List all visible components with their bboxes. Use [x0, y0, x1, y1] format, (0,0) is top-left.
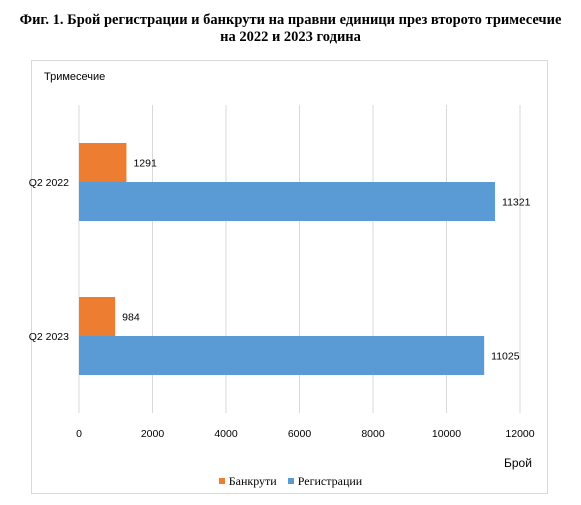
category-label-0: Q2 2022: [29, 177, 69, 189]
x-tick-label-6000: 6000: [288, 428, 312, 440]
legend-label-registrations: Регистрации: [297, 473, 363, 488]
chart-frame: [31, 60, 548, 494]
chart-title-line-1: Фиг. 1. Брой регистрации и банкрути на п…: [19, 12, 562, 28]
bar-registrations-1: [79, 336, 485, 375]
data-label-registrations-1: 11025: [491, 351, 520, 363]
legend-swatch-bankruptcies: [218, 478, 225, 484]
legend-item-bankruptcies: Банкрути: [218, 473, 277, 489]
x-axis-title: Брой: [504, 456, 532, 470]
x-tick-label-2000: 2000: [141, 428, 165, 440]
x-tick-labels: 0 2000 4000 6000 8000 10000 12000: [76, 428, 535, 440]
data-label-registrations-0: 11321: [502, 197, 531, 209]
y-axis-title: Тримесечие: [44, 71, 105, 83]
chart-title: Фиг. 1. Брой регистрации и банкрути на п…: [0, 12, 581, 46]
category-labels: Q2 2022 Q2 2023: [29, 177, 69, 343]
data-label-bankruptcies-0: 1291: [133, 158, 157, 170]
bars: [79, 143, 496, 375]
x-tick-label-4000: 4000: [214, 428, 238, 440]
x-tick-label-12000: 12000: [505, 428, 534, 440]
x-tick-label-10000: 10000: [432, 428, 461, 440]
bar-registrations-0: [79, 182, 496, 221]
legend: Банкрути Регистрации: [0, 473, 581, 489]
legend-label-bankruptcies: Банкрути: [228, 473, 277, 488]
x-tick-label-8000: 8000: [361, 428, 385, 440]
data-label-bankruptcies-1: 984: [122, 312, 140, 324]
legend-swatch-registrations: [287, 478, 294, 484]
x-tick-label-0: 0: [76, 428, 82, 440]
category-label-1: Q2 2023: [29, 331, 69, 343]
bar-bankruptcies-1: [79, 297, 116, 336]
data-labels: 1291 11321 984 11025: [122, 158, 530, 363]
bar-bankruptcies-0: [79, 143, 127, 182]
legend-item-registrations: Регистрации: [287, 473, 363, 489]
chart-title-line-2: на 2022 и 2023 година: [220, 29, 361, 45]
